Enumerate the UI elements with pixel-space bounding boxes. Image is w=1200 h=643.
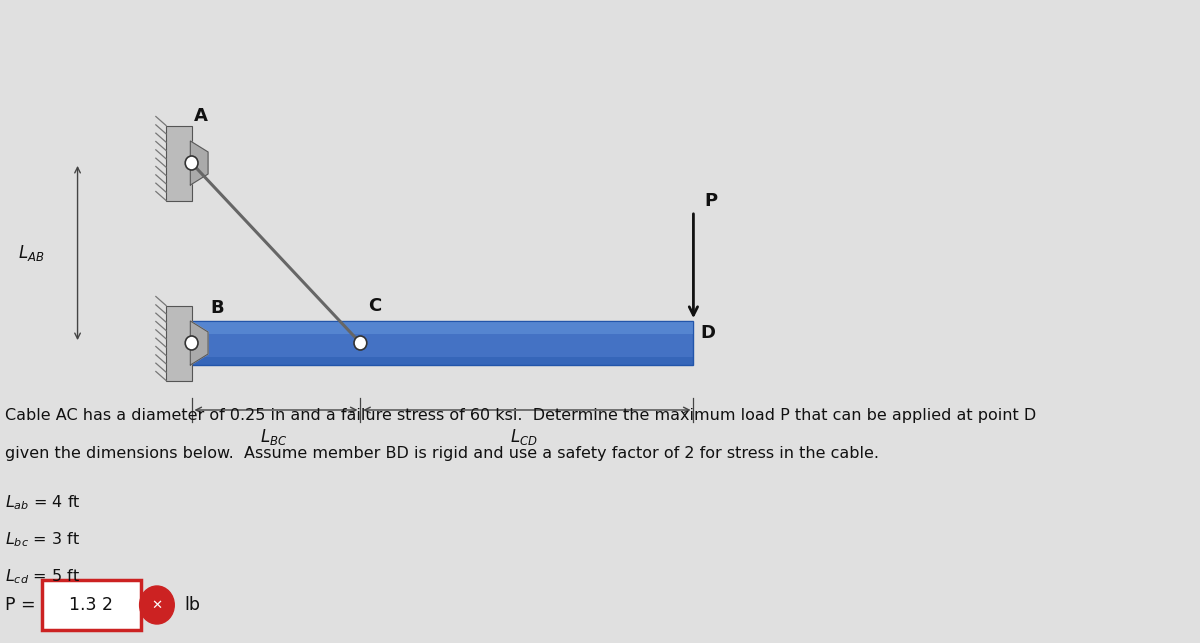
FancyBboxPatch shape bbox=[42, 580, 142, 630]
Text: 1.3 2: 1.3 2 bbox=[70, 596, 113, 614]
Circle shape bbox=[354, 336, 367, 350]
Text: $L_{AB}$: $L_{AB}$ bbox=[18, 243, 44, 263]
Bar bbox=[166, 125, 192, 201]
Text: $L_{ab}$ = 4 ft: $L_{ab}$ = 4 ft bbox=[5, 493, 80, 512]
Bar bbox=[192, 322, 694, 334]
Circle shape bbox=[185, 156, 198, 170]
Text: Cable AC has a diameter of 0.25 in and a failure stress of 60 ksi.  Determine th: Cable AC has a diameter of 0.25 in and a… bbox=[5, 408, 1036, 423]
Text: C: C bbox=[367, 297, 380, 315]
Text: ✕: ✕ bbox=[151, 599, 162, 611]
Circle shape bbox=[139, 586, 174, 624]
Circle shape bbox=[185, 336, 198, 350]
Text: D: D bbox=[701, 324, 715, 342]
Text: A: A bbox=[193, 107, 208, 125]
Polygon shape bbox=[191, 321, 208, 365]
Bar bbox=[166, 305, 192, 381]
Text: given the dimensions below.  Assume member BD is rigid and use a safety factor o: given the dimensions below. Assume membe… bbox=[5, 446, 878, 461]
Polygon shape bbox=[191, 141, 208, 185]
Bar bbox=[192, 321, 694, 365]
Text: $L_{bc}$ = 3 ft: $L_{bc}$ = 3 ft bbox=[5, 530, 79, 548]
Text: $L_{cd}$ = 5 ft: $L_{cd}$ = 5 ft bbox=[5, 567, 79, 586]
Text: B: B bbox=[210, 299, 224, 317]
Text: P: P bbox=[704, 192, 718, 210]
Text: P =: P = bbox=[5, 596, 35, 614]
Bar bbox=[192, 358, 694, 365]
Text: lb: lb bbox=[185, 596, 200, 614]
Text: $L_{CD}$: $L_{CD}$ bbox=[510, 427, 539, 447]
Text: $L_{BC}$: $L_{BC}$ bbox=[259, 427, 287, 447]
